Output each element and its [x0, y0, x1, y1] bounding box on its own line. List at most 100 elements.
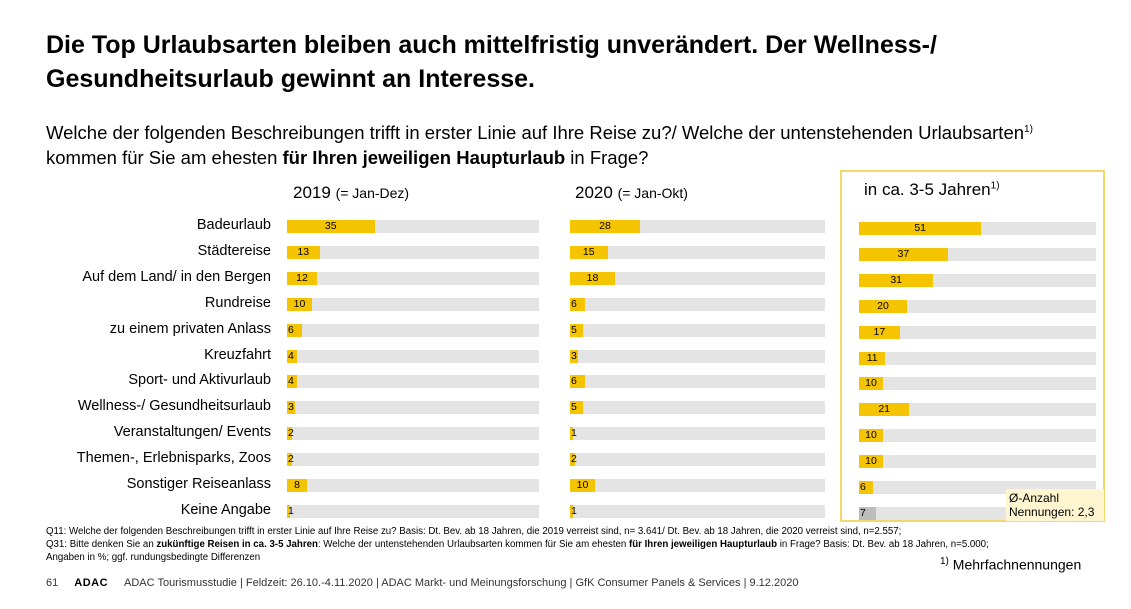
bar-track [287, 272, 539, 285]
data-label: 10 [865, 429, 877, 441]
bar-track [287, 246, 539, 259]
category-label-badeurlaub: Badeurlaub [196, 217, 271, 233]
data-label: 2 [571, 453, 577, 465]
bar-series3-auf-dem-land-in-den-bergen [859, 274, 934, 287]
data-label: 10 [576, 479, 589, 491]
data-label: 13 [297, 246, 310, 258]
multiple-answers-marker: 1) [940, 556, 949, 567]
bar-series3-veranstaltungen-events [859, 429, 883, 442]
category-label-kreuzfahrt: Kreuzfahrt [204, 347, 271, 363]
multiple-answers-text: Mehrfachnennungen [952, 556, 1082, 573]
bar-series1-sonstiger-reiseanlass [287, 479, 307, 492]
category-label-auf-dem-land-in-den-bergen: Auf dem Land/ in den Bergen [82, 269, 271, 285]
panel-future-footnote-marker: 1) [990, 180, 1000, 192]
data-label: 3 [571, 350, 577, 362]
data-label: 17 [873, 326, 886, 338]
category-label-themen-erlebnisparks-zoos: Themen-, Erlebnisparks, Zoos [76, 450, 271, 466]
category-label-sonstiger-reiseanlass: Sonstiger Reiseanlass [126, 476, 271, 492]
bar-series1-städtereise [287, 246, 320, 259]
bar-series1-sport-und-aktivurlaub [287, 375, 297, 388]
bar-series2-städtereise [570, 246, 608, 259]
bar-series2-keine-angabe [570, 505, 573, 518]
data-label: 21 [878, 403, 891, 415]
bar-track [570, 505, 825, 518]
footnote-q31: Q31: Bitte denken Sie an zukünftige Reis… [46, 538, 1106, 551]
bar-series1-themen-erlebnisparks-zoos [287, 453, 292, 466]
bar-track [570, 401, 825, 414]
page-number: 61 [46, 577, 59, 589]
bar-track [859, 377, 1096, 390]
data-label: 4 [288, 375, 294, 387]
bar-series3-sport-und-aktivurlaub [859, 377, 883, 390]
bar-series2-badeurlaub [570, 220, 640, 233]
bar-series2-auf-dem-land-in-den-bergen [570, 272, 615, 285]
multiple-answers-note: 1) Mehrfachnennungen [940, 556, 1081, 573]
bar-series1-auf-dem-land-in-den-bergen [287, 272, 317, 285]
question-footnote-marker: 1) [1024, 124, 1033, 135]
bar-track [859, 455, 1096, 468]
bar-track [570, 272, 825, 285]
question-bold: für Ihren jeweiligen Haupturlaub [282, 147, 566, 169]
bar-track [287, 505, 539, 518]
data-label: 5 [571, 324, 577, 336]
bar-track [859, 326, 1096, 339]
data-label: 6 [571, 375, 577, 387]
bar-series3-wellness-gesundheitsurlaub [859, 403, 910, 416]
panel-title-2019: 2019 (= Jan-Dez) [293, 183, 409, 203]
bar-track [570, 453, 825, 466]
footer-text: ADAC Tourismusstudie | Feldzeit: 26.10.-… [124, 577, 799, 589]
category-label-rundreise: Rundreise [204, 295, 271, 311]
bar-series3-sonstiger-reiseanlass [859, 481, 874, 494]
footer: 61 ADAC ADAC Tourismusstudie | Feldzeit:… [46, 577, 798, 589]
bar-series2-sport-und-aktivurlaub [570, 375, 585, 388]
data-label: 1 [288, 505, 294, 517]
bar-track [287, 350, 539, 363]
bar-series3-themen-erlebnisparks-zoos [859, 455, 883, 468]
data-label: 6 [571, 298, 577, 310]
data-label: 4 [288, 350, 294, 362]
bar-series3-keine-angabe [859, 507, 876, 520]
data-label: 35 [324, 220, 337, 232]
footnote-q31-b: zukünftige Reisen in ca. 3-5 Jahren [156, 539, 318, 550]
data-label: 12 [296, 272, 308, 284]
footnote-q11: Q11: Welche der folgenden Beschreibungen… [46, 526, 902, 537]
bar-track [859, 352, 1096, 365]
category-label-sport-und-aktivurlaub: Sport- und Aktivurlaub [128, 372, 271, 388]
data-label: 28 [599, 220, 611, 232]
bar-track [570, 479, 825, 492]
data-label: 11 [866, 352, 878, 364]
adac-logo: ADAC [74, 577, 109, 589]
panel-2019-year: 2019 [293, 183, 331, 202]
data-label: 20 [877, 300, 889, 312]
bar-series3-kreuzfahrt [859, 352, 886, 365]
data-label: 5 [571, 401, 577, 413]
data-label: 1 [571, 427, 577, 439]
data-label: 31 [890, 274, 903, 286]
bar-series1-keine-angabe [287, 505, 290, 518]
footnotes: Q11: Welche der folgenden Beschreibungen… [46, 525, 1106, 564]
bar-series3-zu-einem-privaten-anlass [859, 326, 900, 339]
panel-title-2020: 2020 (= Jan-Okt) [575, 183, 688, 203]
bar-series1-badeurlaub [287, 220, 375, 233]
bar-track [287, 401, 539, 414]
data-label: 6 [288, 324, 294, 336]
data-label: 3 [288, 401, 294, 413]
category-label-veranstaltungen-events: Veranstaltungen/ Events [113, 424, 271, 440]
bar-track [570, 324, 825, 337]
average-mentions-label: Ø-Anzahl [1009, 491, 1060, 505]
bar-track [287, 298, 539, 311]
bar-track [570, 298, 825, 311]
data-label: 10 [865, 455, 877, 467]
bar-series2-rundreise [570, 298, 585, 311]
data-label: 15 [582, 246, 595, 258]
bar-track [570, 375, 825, 388]
category-label-keine-angabe: Keine Angabe [180, 502, 271, 518]
question-text: Welche der folgenden Beschreibungen trif… [46, 117, 1046, 170]
question-part1: Welche der folgenden Beschreibungen trif… [46, 122, 1025, 144]
bar-series1-wellness-gesundheitsurlaub [287, 401, 295, 414]
average-mentions-value: Nennungen: 2,3 [1009, 505, 1095, 519]
bar-series1-veranstaltungen-events [287, 427, 292, 440]
bar-series1-kreuzfahrt [287, 350, 297, 363]
data-label: 1 [571, 505, 577, 517]
data-label: 7 [860, 507, 866, 519]
